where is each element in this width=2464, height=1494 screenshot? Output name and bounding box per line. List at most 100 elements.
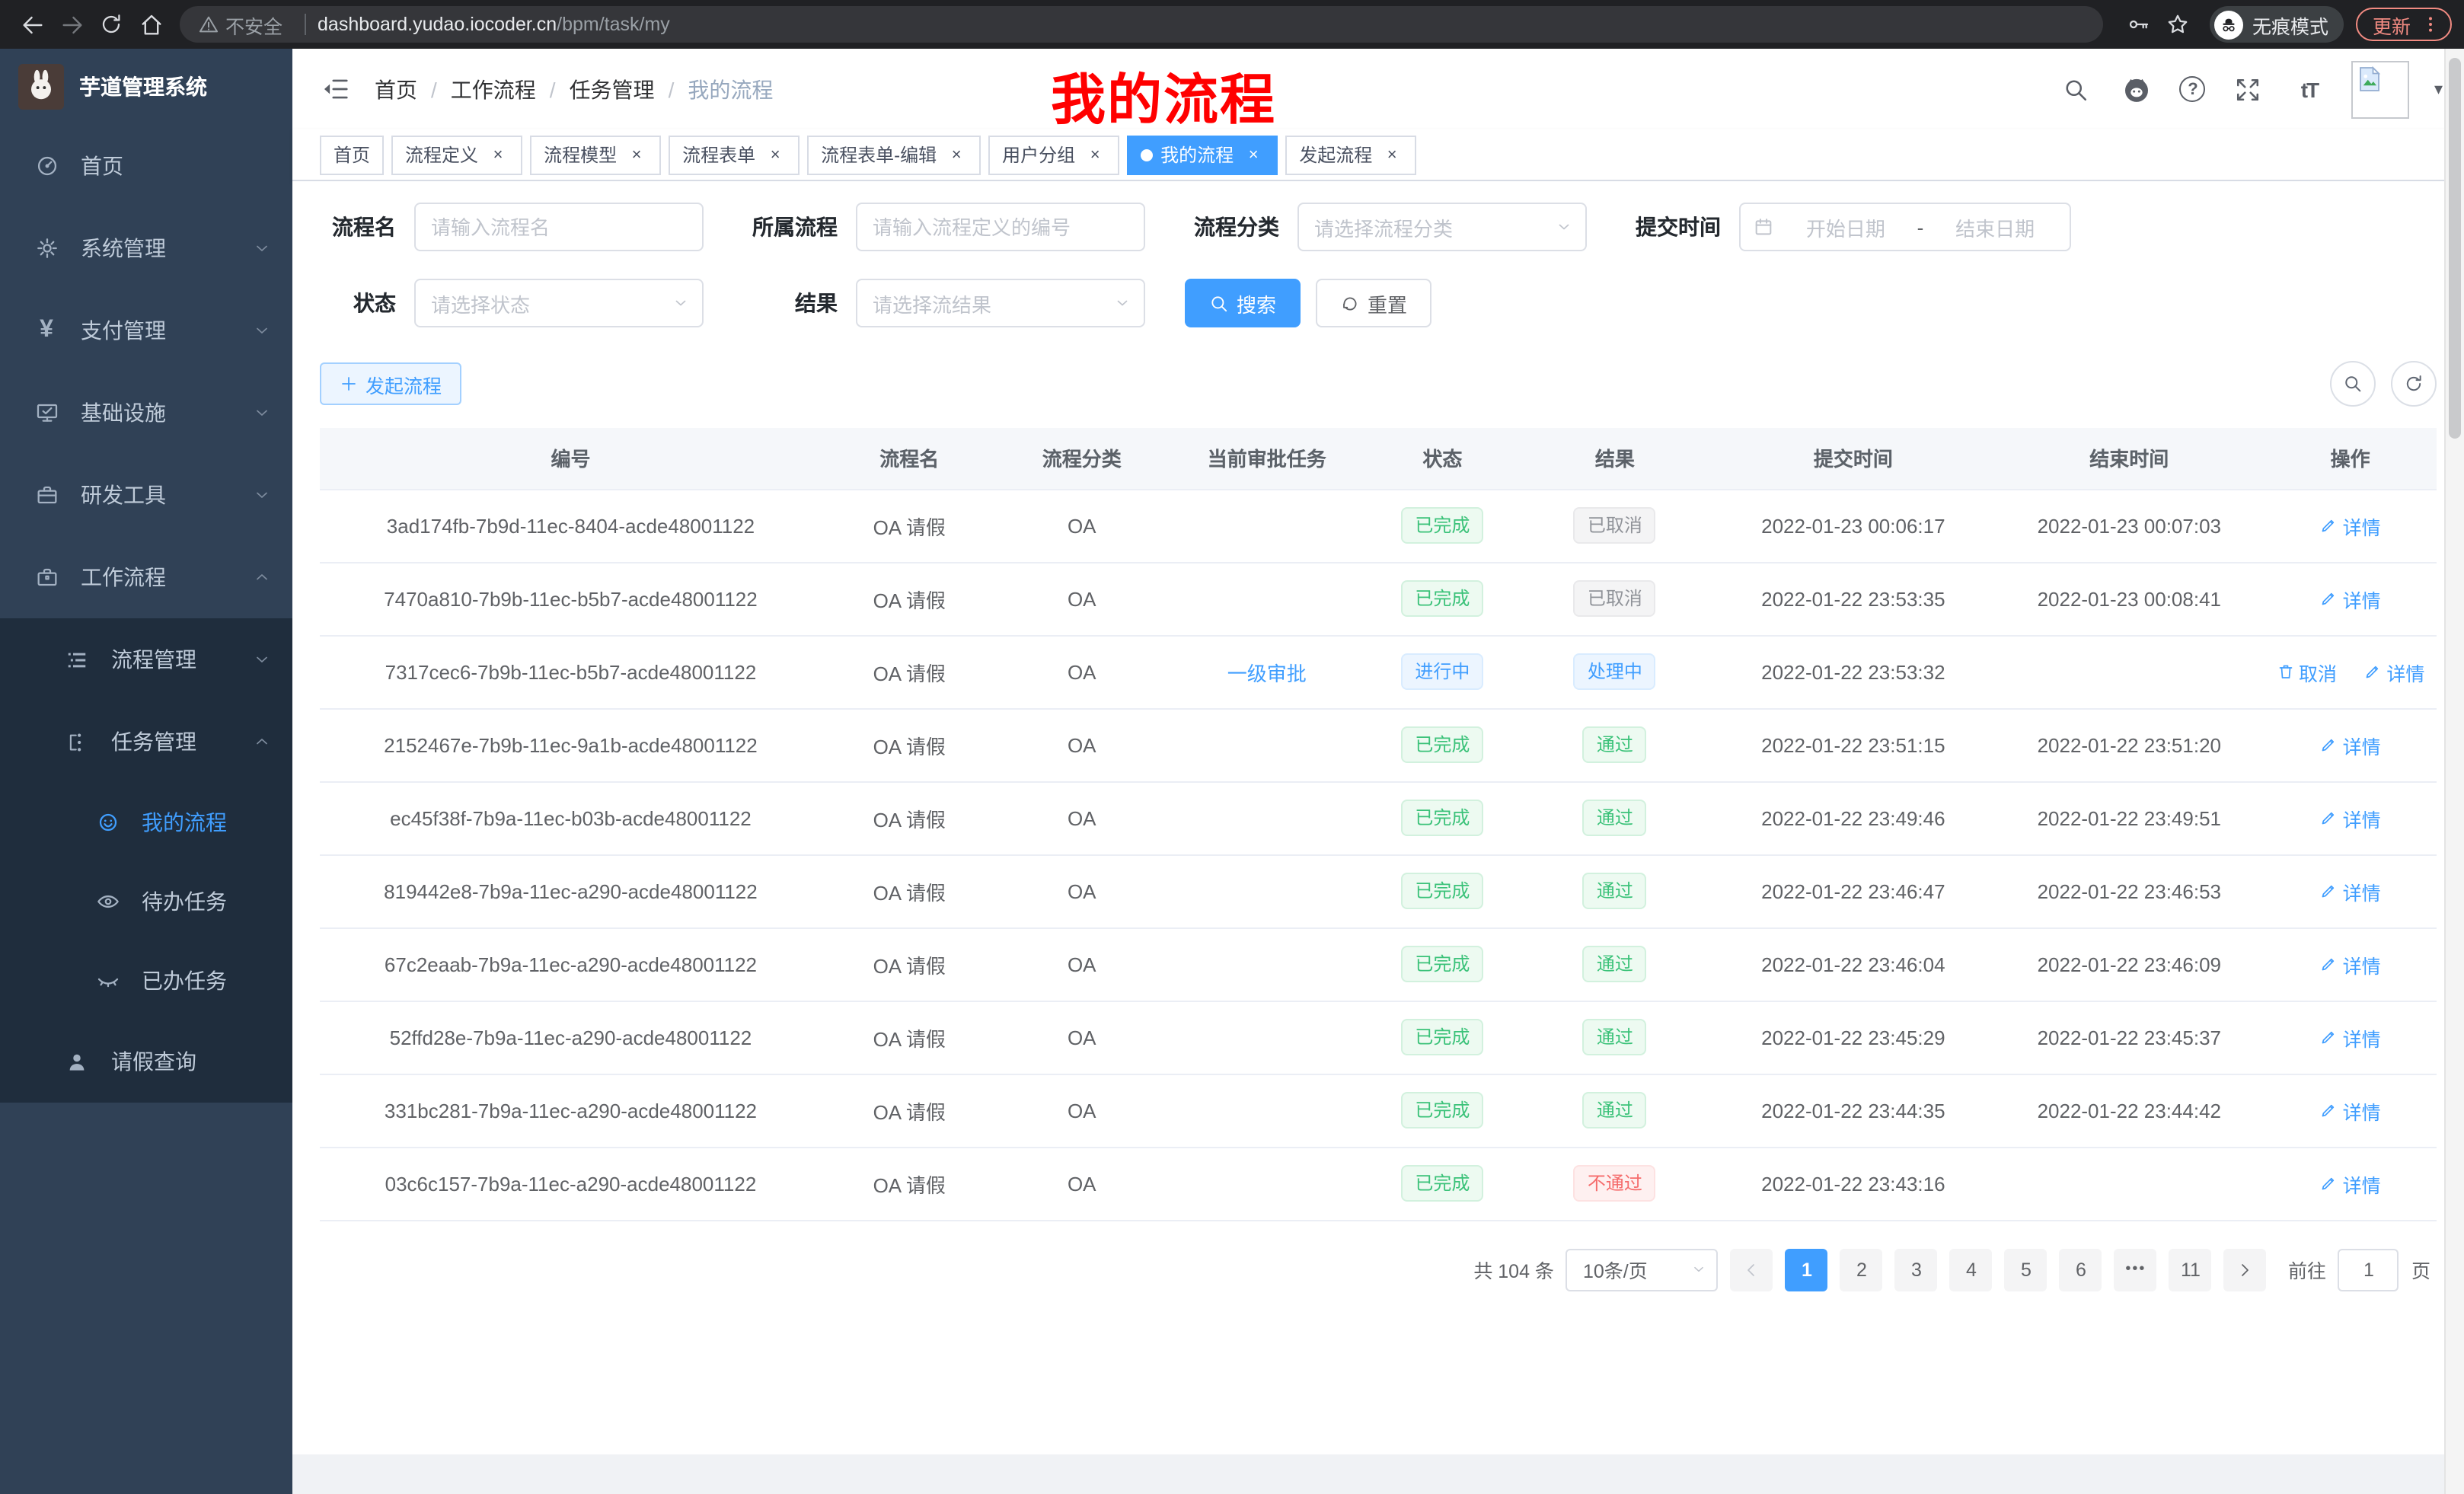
browser-update-button[interactable]: 更新 [2355,8,2452,41]
sidebar-item-leave-query[interactable]: 请假查询 [0,1020,292,1103]
view-tab[interactable]: 流程定义 [391,135,523,174]
search-icon[interactable] [2058,71,2095,107]
tab-close-icon[interactable] [1381,144,1403,165]
process-definition-input[interactable] [856,203,1145,251]
detail-link[interactable]: 详情 [2320,584,2381,613]
chevron-down-icon [1113,294,1131,312]
tab-close-icon[interactable] [1084,144,1106,165]
avatar[interactable] [2351,60,2410,118]
app-logo-row[interactable]: 芋道管理系统 [0,49,292,125]
sidebar-item-home[interactable]: 首页 [0,125,292,207]
breadcrumb-home[interactable]: 首页 [375,77,417,101]
sidebar-item-done-tasks[interactable]: 已办任务 [0,941,292,1020]
next-page-button[interactable] [2223,1248,2267,1291]
page-number-button[interactable]: 2 [1840,1248,1883,1291]
sidebar-item-my-processes[interactable]: 我的流程 [0,783,292,862]
tab-close-icon[interactable] [626,144,647,165]
view-tab[interactable]: 我的流程 [1127,135,1278,174]
result-tag: 通过 [1582,726,1647,763]
status-tag: 已完成 [1401,1165,1484,1202]
page-number-button[interactable]: 5 [2004,1248,2047,1291]
reload-icon[interactable] [91,5,131,44]
page-number-button[interactable]: 4 [1949,1248,1993,1291]
status-select[interactable]: 请选择状态 [414,279,704,327]
sidebar-item-todo-tasks[interactable]: 待办任务 [0,862,292,941]
view-tab[interactable]: 流程表单 [669,135,800,174]
end-date-placeholder[interactable]: 结束日期 [1955,217,2035,240]
category-select[interactable]: 请选择流程分类 [1297,203,1587,251]
tab-close-icon[interactable] [764,144,786,165]
scrollbar-thumb[interactable] [2449,58,2461,439]
detail-link[interactable]: 详情 [2320,950,2381,978]
process-name-input[interactable] [414,203,704,251]
sidebar-item-payment[interactable]: 支付管理 [0,289,292,372]
fullscreen-icon[interactable] [2230,71,2267,107]
start-date-placeholder[interactable]: 开始日期 [1805,217,1885,240]
detail-link[interactable]: 详情 [2320,1169,2381,1198]
sidebar-fold-icon[interactable] [314,68,356,110]
sidebar-item-infrastructure[interactable]: 基础设施 [0,372,292,454]
result-select[interactable]: 请选择流结果 [856,279,1145,327]
detail-link[interactable]: 详情 [2320,1023,2381,1052]
detail-link[interactable]: 详情 [2320,511,2381,540]
help-icon[interactable] [2179,76,2206,102]
page-scrollbar[interactable] [2444,49,2464,1494]
sidebar-item-dev-tools[interactable]: 研发工具 [0,454,292,536]
detail-link[interactable]: 详情 [2320,876,2381,905]
refresh-button[interactable] [2391,361,2437,407]
breadcrumb-workflow[interactable]: 工作流程 [450,77,536,101]
avatar-caret-icon[interactable] [2434,79,2443,99]
detail-link[interactable]: 详情 [2363,657,2424,686]
sidebar-item-system[interactable]: 系统管理 [0,207,292,289]
github-icon[interactable] [2119,71,2156,107]
cell-process-id: 7470a810-7b9b-11ec-b5b7-acde48001122 [320,562,822,636]
security-label[interactable]: 不安全 [225,16,283,37]
chevron-down-icon [1555,218,1573,236]
toggle-search-button[interactable] [2330,361,2376,407]
tab-close-icon[interactable] [946,144,967,165]
view-tab[interactable]: 首页 [320,135,385,174]
detail-link[interactable]: 详情 [2320,803,2381,832]
breadcrumb-task-mgmt[interactable]: 任务管理 [569,77,655,101]
tab-close-icon[interactable] [1243,144,1264,165]
security-warning-icon[interactable] [198,14,219,35]
address-bar[interactable]: 不安全 dashboard.yudao.iocoder.cn/bpm/task/… [180,6,2103,43]
browser-menu-icon[interactable] [2420,14,2441,35]
detail-link[interactable]: 详情 [2320,1096,2381,1125]
goto-page-input[interactable] [2338,1248,2399,1291]
view-tab[interactable]: 发起流程 [1285,135,1417,174]
home-icon[interactable] [131,5,171,44]
key-icon[interactable] [2118,5,2158,44]
page-number-button[interactable]: 6 [2059,1248,2102,1291]
search-button[interactable]: 搜索 [1185,279,1301,327]
user-icon [64,1049,90,1074]
back-icon[interactable] [12,5,52,44]
star-icon[interactable] [2158,5,2197,44]
page-number-button[interactable]: 11 [2169,1248,2212,1291]
current-task-link[interactable]: 一级审批 [1227,662,1307,685]
cell-status: 已完成 [1367,562,1518,636]
cancel-link[interactable]: 取消 [2276,657,2337,686]
page-size-select[interactable]: 10条/页 [1566,1248,1719,1291]
page-number-button[interactable]: 3 [1894,1248,1938,1291]
detail-link[interactable]: 详情 [2320,730,2381,759]
sidebar-item-task-management[interactable]: 任务管理 [0,701,292,783]
view-tab[interactable]: 流程模型 [530,135,662,174]
url-text[interactable]: dashboard.yudao.iocoder.cn/bpm/task/my [318,14,670,35]
create-process-button[interactable]: 发起流程 [320,362,462,405]
status-tag: 已完成 [1401,800,1484,836]
cell-end-time: 2022-01-22 23:51:20 [1994,708,2265,782]
reset-button[interactable]: 重置 [1316,279,1432,327]
sidebar-item-workflow[interactable]: 工作流程 [0,536,292,618]
tab-close-icon[interactable] [487,144,509,165]
page-number-button[interactable]: 1 [1785,1248,1828,1291]
font-size-icon[interactable] [2291,71,2328,107]
sidebar-item-process-management[interactable]: 流程管理 [0,618,292,701]
forward-icon[interactable] [52,5,91,44]
view-tab[interactable]: 流程表单-编辑 [807,135,981,174]
view-tab[interactable]: 用户分组 [988,135,1120,174]
submit-time-range-picker[interactable]: 开始日期 - 结束日期 [1739,203,2071,251]
page-number-button[interactable]: ••• [2114,1248,2157,1291]
prev-page-button[interactable] [1730,1248,1773,1291]
table-row: 331bc281-7b9a-11ec-a290-acde48001122 OA … [320,1074,2437,1148]
